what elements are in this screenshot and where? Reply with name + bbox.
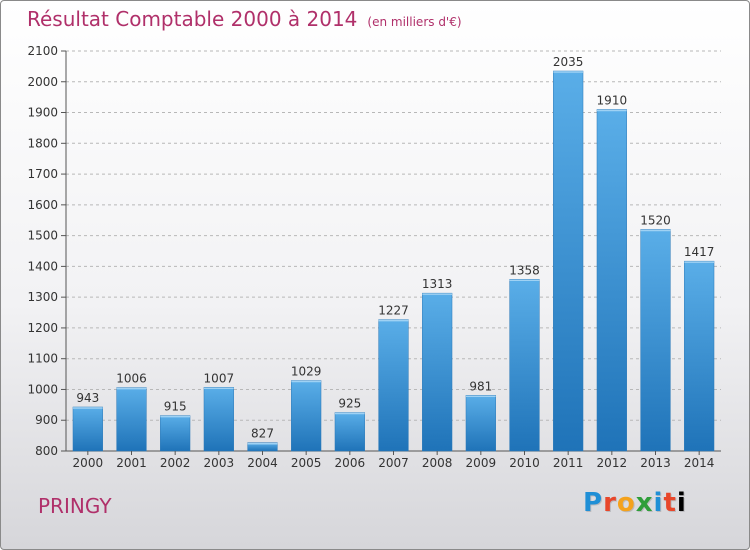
data-label: 2035 [553, 55, 584, 69]
y-tick-labels: 800 900 1000 1100 1200 1300 1400 1500 1600 1700 18… [27, 44, 58, 458]
data-label: 1910 [597, 93, 628, 107]
bar-2008 [422, 292, 453, 452]
data-label: 1313 [422, 277, 453, 291]
data-label: 1006 [116, 372, 147, 386]
y-tick-label: 1300 [27, 290, 58, 304]
data-label: 1520 [640, 213, 671, 227]
chart-title: Résultat Comptable 2000 à 2014 (en millie… [27, 7, 462, 31]
logo-letter: o [616, 488, 636, 518]
bars [72, 70, 715, 452]
bar-2009 [465, 395, 496, 452]
logo-letter: r [603, 488, 617, 518]
data-label: 981 [469, 379, 492, 393]
bar-2014 [684, 260, 715, 452]
y-tick-label: 1200 [27, 321, 58, 335]
data-labels: 943 1006 915 1007 827 1029 925 1227 1313 981 1358 2… [76, 55, 714, 441]
y-tick-label: 1100 [27, 352, 58, 366]
x-tick-label: 2011 [553, 456, 584, 470]
data-label: 1007 [204, 371, 235, 385]
location-label: PRINGY [38, 494, 112, 518]
logo-letter: P [583, 488, 604, 518]
bar-2001 [116, 387, 147, 452]
y-tick-label: 1400 [27, 259, 58, 273]
x-tick-label: 2013 [640, 456, 671, 470]
y-tick-label: 1700 [27, 167, 58, 181]
chart-title-text: Résultat Comptable 2000 à 2014 [27, 7, 358, 31]
y-tick-label: 1000 [27, 382, 58, 396]
y-tick-label: 1600 [27, 198, 58, 212]
data-label: 827 [251, 427, 274, 441]
x-tick-label: 2002 [160, 456, 191, 470]
bar-2010 [509, 279, 540, 452]
bar-2012 [596, 109, 627, 452]
bar-2013 [640, 229, 671, 452]
data-label: 925 [338, 397, 361, 411]
bar-2011 [553, 70, 584, 452]
x-tick-label: 2003 [204, 456, 235, 470]
logo-letter: t [663, 488, 677, 518]
x-tick-label: 2008 [422, 456, 453, 470]
bar-2005 [291, 380, 322, 452]
proxiti-logo: Proxiti [583, 488, 687, 518]
data-label: 1227 [378, 304, 409, 318]
logo-letter: x [635, 488, 654, 518]
x-tick-label: 2006 [335, 456, 366, 470]
y-tick-label: 1500 [27, 229, 58, 243]
logo-letter: i [676, 488, 687, 518]
bar-2002 [160, 415, 191, 452]
y-tick-label: 1900 [27, 106, 58, 120]
bar-2000 [72, 406, 103, 452]
bar-2003 [203, 387, 234, 452]
y-tick-label: 900 [35, 413, 58, 427]
x-tick-label: 2004 [247, 456, 278, 470]
x-tick-label: 2005 [291, 456, 322, 470]
data-label: 915 [164, 400, 187, 414]
data-label: 1417 [684, 245, 715, 259]
bar-2006 [334, 412, 365, 452]
logo-letter: i [653, 488, 664, 518]
x-tick-label: 2000 [73, 456, 104, 470]
chart-unit: (en milliers d'€) [367, 15, 462, 29]
y-tick-label: 2100 [27, 44, 58, 58]
x-tick-labels: 2000 2001 2002 2003 2004 2005 2006 2007 2008 2009… [73, 451, 715, 470]
y-tick-label: 1800 [27, 136, 58, 150]
x-tick-label: 2010 [509, 456, 540, 470]
y-tick-label: 800 [35, 444, 58, 458]
data-label: 1029 [291, 365, 322, 379]
data-label: 943 [76, 391, 99, 405]
x-tick-label: 2007 [378, 456, 409, 470]
y-tick-label: 2000 [27, 75, 58, 89]
x-tick-label: 2014 [684, 456, 715, 470]
x-tick-label: 2012 [597, 456, 628, 470]
bar-2007 [378, 319, 409, 452]
x-tick-label: 2009 [466, 456, 497, 470]
x-tick-label: 2001 [116, 456, 147, 470]
data-label: 1358 [509, 263, 540, 277]
